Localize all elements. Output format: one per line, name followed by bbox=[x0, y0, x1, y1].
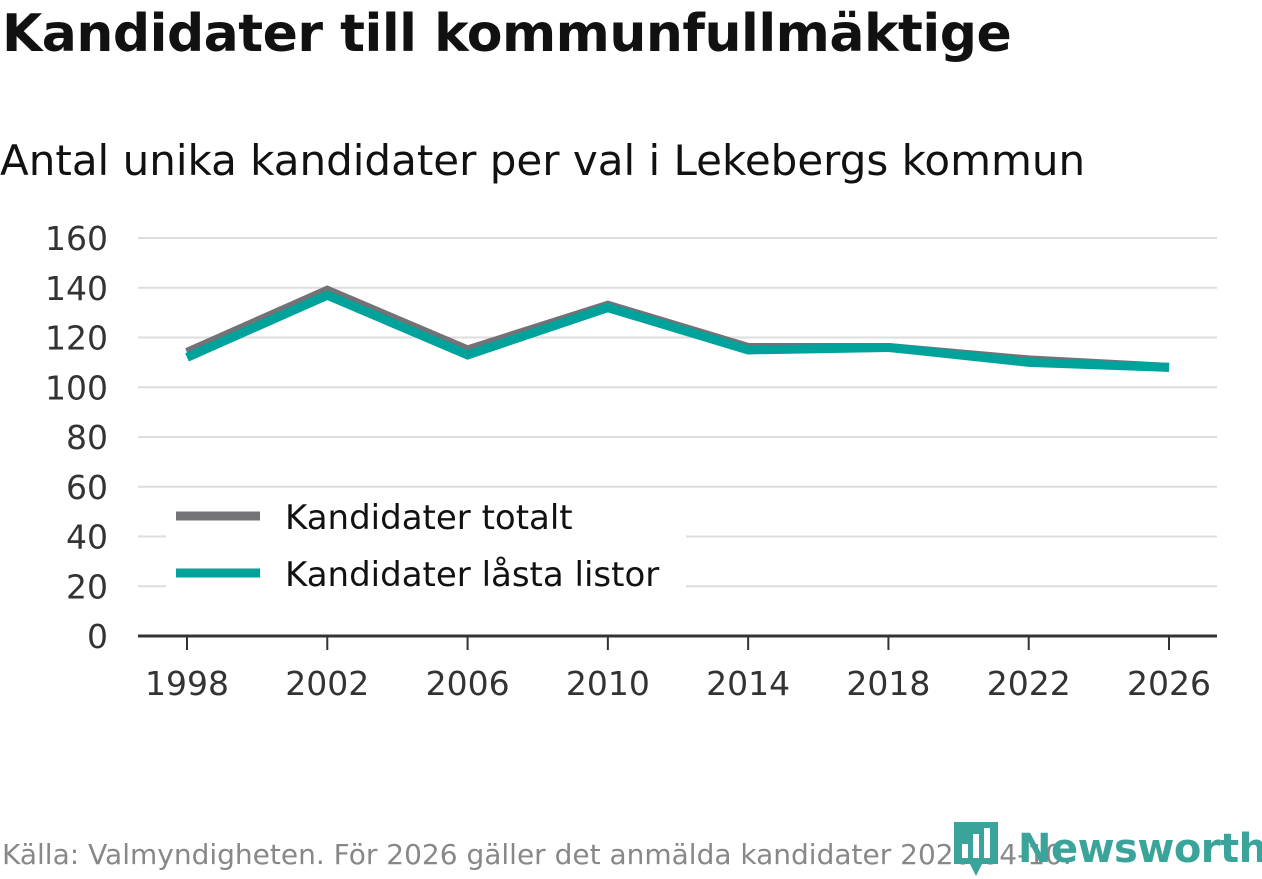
bar-chart-speech-bubble-icon bbox=[954, 822, 998, 876]
legend-label-total: Kandidater totalt bbox=[285, 498, 573, 538]
legend-background bbox=[166, 490, 686, 600]
x-tick-label-2014: 2014 bbox=[706, 664, 790, 703]
newsworthy-logo: Newsworthy bbox=[952, 820, 1262, 878]
legend: Kandidater totalt Kandidater låsta listo… bbox=[166, 490, 686, 600]
chart-title: Kandidater till kommunfullmäktige bbox=[2, 4, 1012, 64]
y-tick-label-40: 40 bbox=[66, 518, 108, 557]
x-tick-label-2026: 2026 bbox=[1127, 664, 1211, 703]
legend-label-locked: Kandidater låsta listor bbox=[285, 555, 659, 595]
x-tick-label-2018: 2018 bbox=[846, 664, 930, 703]
y-tick-label-100: 100 bbox=[45, 368, 108, 407]
x-axis-ticks: 1998 2002 2006 2010 2014 2018 2022 2026 bbox=[145, 636, 1211, 703]
y-tick-label-140: 140 bbox=[45, 269, 108, 308]
line-chart: 0 20 40 60 80 100 120 140 160 1998 2002 2006 2010 20… bbox=[45, 219, 1217, 703]
x-tick-label-2010: 2010 bbox=[566, 664, 650, 703]
y-tick-label-120: 120 bbox=[45, 319, 108, 358]
y-tick-label-160: 160 bbox=[45, 219, 108, 258]
logo-wordmark: Newsworthy bbox=[1018, 826, 1262, 872]
y-tick-label-60: 60 bbox=[66, 468, 108, 507]
x-tick-label-2006: 2006 bbox=[426, 664, 510, 703]
y-tick-label-20: 20 bbox=[66, 567, 108, 606]
grid-lines bbox=[138, 237, 1217, 588]
x-tick-label-2022: 2022 bbox=[987, 664, 1071, 703]
y-axis-ticks: 0 20 40 60 80 100 120 140 160 bbox=[45, 219, 108, 656]
series-line-locked bbox=[185, 290, 1170, 372]
source-note: Källa: Valmyndigheten. För 2026 gäller d… bbox=[2, 838, 1072, 871]
x-tick-label-1998: 1998 bbox=[145, 664, 229, 703]
series-lines bbox=[185, 285, 1170, 372]
y-tick-label-0: 0 bbox=[87, 617, 108, 656]
chart-subtitle: Antal unika kandidater per val i Lekeber… bbox=[0, 136, 1086, 185]
x-tick-label-2002: 2002 bbox=[285, 664, 369, 703]
y-tick-label-80: 80 bbox=[66, 418, 108, 457]
